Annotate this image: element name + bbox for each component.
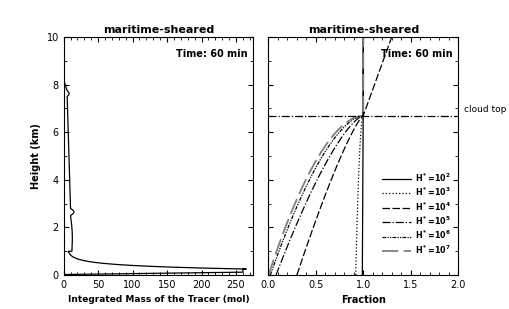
Title: maritime-sheared: maritime-sheared: [307, 25, 419, 35]
X-axis label: Integrated Mass of the Tracer (mol): Integrated Mass of the Tracer (mol): [68, 295, 249, 304]
Text: Time: 60 min: Time: 60 min: [176, 49, 247, 59]
Text: cloud top: cloud top: [464, 105, 506, 114]
Y-axis label: Height (km): Height (km): [31, 123, 41, 189]
X-axis label: Fraction: Fraction: [341, 295, 386, 305]
Legend: $\mathbf{H^*\!=\!10^2}$, $\mathbf{H^*\!=\!10^3}$, $\mathbf{H^*\!=\!10^4}$, $\mat: $\mathbf{H^*\!=\!10^2}$, $\mathbf{H^*\!=…: [379, 168, 454, 259]
Text: Time: 60 min: Time: 60 min: [381, 49, 453, 59]
Title: maritime-sheared: maritime-sheared: [103, 25, 214, 35]
